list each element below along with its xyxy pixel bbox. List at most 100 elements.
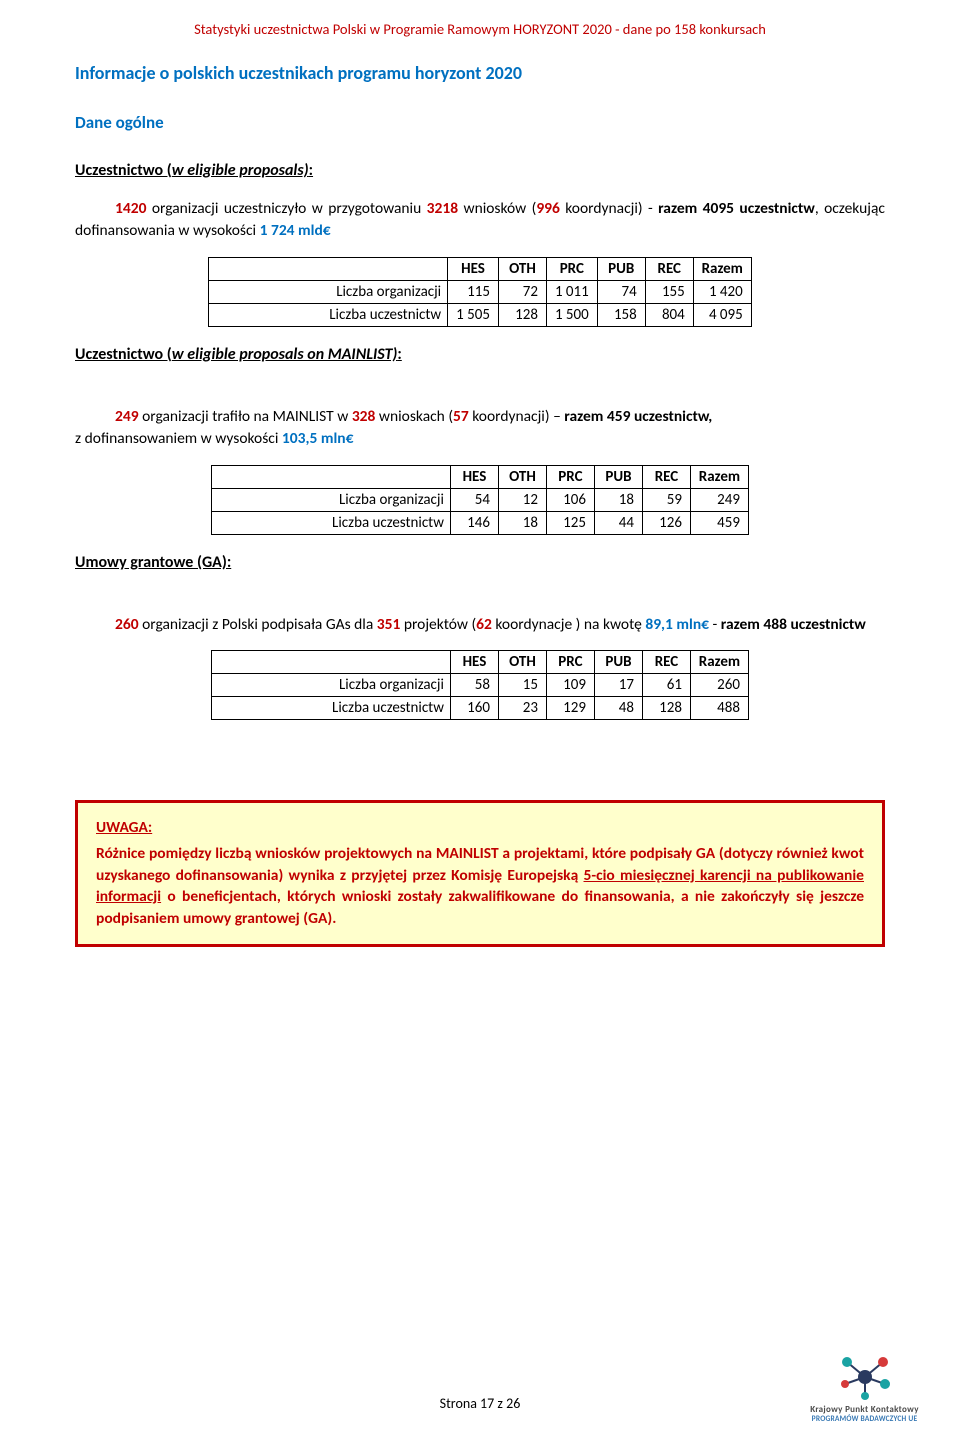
table-row: Liczba organizacji 115 72 1 011 74 155 1…	[209, 280, 752, 303]
cell: 128	[498, 303, 546, 326]
cell: 1 505	[448, 303, 499, 326]
th: PUB	[594, 465, 642, 488]
cell: 804	[645, 303, 693, 326]
cell: 74	[597, 280, 645, 303]
uwaga-title: UWAGA:	[96, 817, 864, 839]
th: PRC	[546, 465, 594, 488]
b1-bold: razem 4095 uczestnictw	[658, 199, 815, 218]
uwaga-box: UWAGA: Różnice pomiędzy liczbą wniosków …	[75, 800, 885, 946]
cell: 1 420	[693, 280, 751, 303]
b1-t1: organizacji uczestniczyło w przygotowani…	[146, 199, 426, 218]
table-row: HES OTH PRC PUB REC Razem	[212, 651, 749, 674]
table-ga: HES OTH PRC PUB REC Razem Liczba organiz…	[211, 650, 749, 720]
table-row: Liczba uczestnictw 146 18 125 44 126 459	[212, 511, 749, 534]
table-eligible: HES OTH PRC PUB REC Razem Liczba organiz…	[208, 257, 752, 327]
b3-t2: projektów (	[400, 615, 476, 634]
table-row: Liczba uczestnictw 1 505 128 1 500 158 8…	[209, 303, 752, 326]
block1-heading-suf: :	[309, 161, 313, 180]
th: OTH	[498, 651, 546, 674]
section-title: Informacje o polskich uczestnikach progr…	[75, 62, 885, 84]
cell: 260	[690, 674, 748, 697]
b2-h-pre: Uczestnictwo (	[75, 345, 172, 364]
b3-bold: razem 488 uczestnictw	[721, 615, 866, 634]
b2-t2: wnioskach (	[375, 407, 453, 426]
b2-n3: 57	[453, 407, 469, 426]
b1-t2: wniosków (	[458, 199, 536, 218]
block3-paragraph: 260 organizacji z Polski podpisała GAs d…	[75, 614, 885, 636]
cell: 459	[690, 511, 748, 534]
b2-line2a: z dofinansowaniem w wysokości	[75, 429, 282, 448]
cell: 109	[546, 674, 594, 697]
b2-amt: 103,5 mln€	[282, 429, 354, 448]
b3-t4: -	[709, 615, 721, 634]
kpk-logo: Krajowy Punkt Kontaktowy PROGRAMÓW BADAW…	[797, 1352, 932, 1424]
block1-paragraph: 1420 organizacji uczestniczyło w przygot…	[75, 198, 885, 243]
th: Razem	[690, 651, 748, 674]
logo-line2: PROGRAMÓW BADAWCZYCH UE	[797, 1415, 932, 1424]
cell: 72	[498, 280, 546, 303]
cell: 155	[645, 280, 693, 303]
cell: 488	[690, 697, 748, 720]
th: PRC	[546, 651, 594, 674]
th: OTH	[498, 465, 546, 488]
row-label: Liczba organizacji	[212, 488, 451, 511]
cell: 128	[642, 697, 690, 720]
th: OTH	[498, 257, 546, 280]
cell: 158	[597, 303, 645, 326]
block1-heading-em: w eligible proposals)	[172, 161, 309, 180]
b2-bold: razem 459 uczestnictw,	[564, 407, 712, 426]
b2-t1: organizacji trafiło na MAINLIST w	[139, 407, 352, 426]
table-row: HES OTH PRC PUB REC Razem	[209, 257, 752, 280]
b3-n2: 351	[377, 615, 401, 634]
b3-t3: koordynacje ) na kwotę	[492, 615, 645, 634]
row-label: Liczba uczestnictw	[209, 303, 448, 326]
b3-n1: 260	[115, 615, 139, 634]
b2-h-suf: :	[397, 345, 401, 364]
cell: 4 095	[693, 303, 751, 326]
th: Razem	[693, 257, 751, 280]
cell: 129	[546, 697, 594, 720]
th: REC	[645, 257, 693, 280]
b2-n1: 249	[115, 407, 139, 426]
cell: 23	[498, 697, 546, 720]
b3-amt: 89,1 mln€	[645, 615, 709, 634]
subsection-title: Dane ogólne	[75, 112, 885, 133]
block2-paragraph: 249 organizacji trafiło na MAINLIST w 32…	[75, 406, 885, 451]
block1-heading: Uczestnictwo (w eligible proposals):	[75, 161, 885, 180]
th: Razem	[690, 465, 748, 488]
b2-t3: koordynacji) –	[469, 407, 565, 426]
cell: 125	[546, 511, 594, 534]
cell: 115	[448, 280, 499, 303]
block2-heading: Uczestnictwo (w eligible proposals on MA…	[75, 345, 885, 364]
cell: 1 500	[546, 303, 597, 326]
cell: 126	[642, 511, 690, 534]
b1-t3: koordynacji) -	[560, 199, 658, 218]
cell: 1 011	[546, 280, 597, 303]
logo-line1: Krajowy Punkt Kontaktowy	[797, 1404, 932, 1415]
uwaga-t2: o beneficjentach, których wnioski został…	[96, 887, 864, 928]
block3-heading: Umowy grantowe (GA):	[75, 553, 885, 572]
cell: 18	[498, 511, 546, 534]
b1-amt: 1 724 mld€	[260, 221, 331, 240]
th: REC	[642, 465, 690, 488]
cell: 12	[498, 488, 546, 511]
row-label: Liczba organizacji	[209, 280, 448, 303]
th: HES	[448, 257, 499, 280]
th: PUB	[594, 651, 642, 674]
cell: 249	[690, 488, 748, 511]
cell: 18	[594, 488, 642, 511]
th: PRC	[546, 257, 597, 280]
cell: 54	[450, 488, 498, 511]
cell: 44	[594, 511, 642, 534]
page-header-title: Statystyki uczestnictwa Polski w Program…	[75, 20, 885, 38]
b1-n3: 996	[536, 199, 560, 218]
cell: 61	[642, 674, 690, 697]
cell: 146	[450, 511, 498, 534]
b3-n3: 62	[476, 615, 492, 634]
cell: 48	[594, 697, 642, 720]
cell: 106	[546, 488, 594, 511]
th: HES	[450, 651, 498, 674]
row-label: Liczba uczestnictw	[212, 697, 451, 720]
cell: 58	[450, 674, 498, 697]
b2-n2: 328	[352, 407, 376, 426]
